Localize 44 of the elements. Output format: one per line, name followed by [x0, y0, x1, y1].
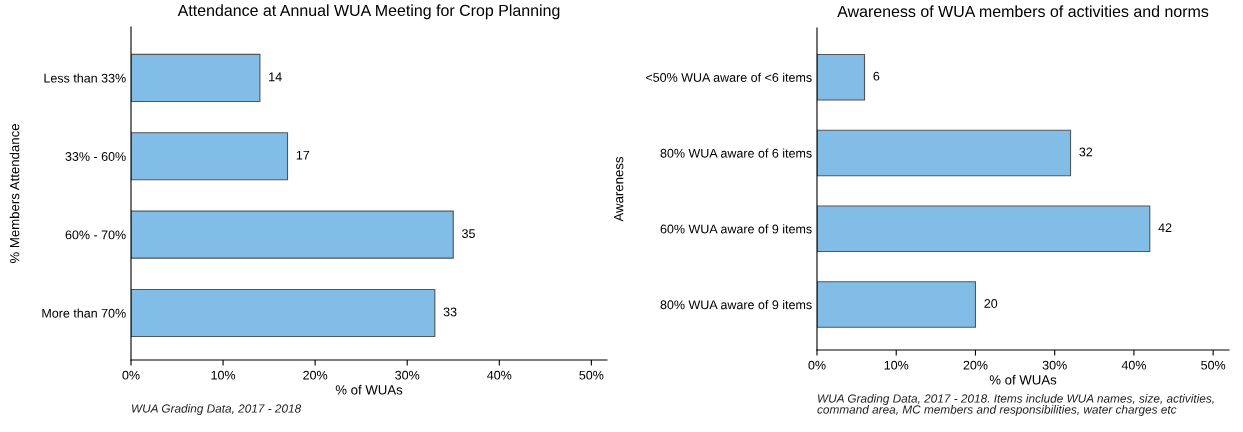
y-axis-title: % Members Attendance [9, 124, 20, 264]
x-axis-title: % of WUAs [989, 374, 1057, 385]
y-tick-label: Less than 33% [44, 73, 126, 83]
x-tick-label: 40% [487, 370, 512, 380]
x-tick-label: 0% [808, 360, 826, 370]
bar [131, 210, 454, 259]
x-tick-label: 20% [963, 360, 988, 370]
data-label: 42 [1158, 223, 1172, 233]
data-label: 33 [443, 307, 457, 317]
data-label: 32 [1079, 147, 1093, 157]
y-axis-title: Awareness [614, 156, 624, 222]
bar [131, 53, 261, 102]
x-axis-title: % of WUAs [335, 384, 403, 395]
y-tick-label: 60% WUA aware of 9 items [660, 224, 812, 234]
chart-title: Awareness of WUA members of activities and norms [837, 5, 1209, 18]
y-tick-label: 33% - 60% [65, 152, 126, 161]
chart-title: Attendance at Annual WUA Meeting for Crop Planning [177, 4, 560, 20]
x-tick-label: 50% [579, 370, 604, 380]
x-tick-label: 10% [884, 360, 909, 370]
data-label: 6 [873, 71, 880, 81]
y-tick-label: More than 70% [42, 308, 126, 318]
data-label: 14 [269, 72, 282, 82]
bar [817, 53, 866, 101]
x-tick-label: 30% [395, 370, 420, 380]
bar [131, 132, 289, 181]
y-tick-label: 80% WUA aware of 9 items [660, 300, 812, 310]
bar [817, 205, 1151, 253]
y-tick-label: <50% WUA aware of <6 items [646, 72, 812, 82]
x-tick-label: 10% [211, 370, 236, 380]
x-tick-label: 20% [303, 370, 328, 380]
text: WUA Grading Data, 2017 - 2018. Items include WUA names, size, activities, command area, MC members and responsibilities, water charges etc [817, 394, 1214, 417]
data-label: 20 [984, 299, 998, 308]
y-tick-label: 80% WUA aware of 6 items [660, 148, 812, 158]
bar [131, 288, 436, 338]
data-label: 17 [296, 150, 310, 160]
x-tick-label: 50% [1201, 360, 1226, 370]
bar [817, 129, 1072, 177]
bar [817, 281, 977, 328]
data-label: 35 [462, 229, 475, 238]
y-tick-label: 60% - 70% [65, 230, 126, 240]
text: WUA Grading Data, 2017 - 2018 [132, 404, 302, 416]
x-tick-label: 40% [1121, 360, 1146, 370]
x-tick-label: 0% [122, 370, 140, 380]
x-tick-label: 30% [1042, 360, 1067, 370]
